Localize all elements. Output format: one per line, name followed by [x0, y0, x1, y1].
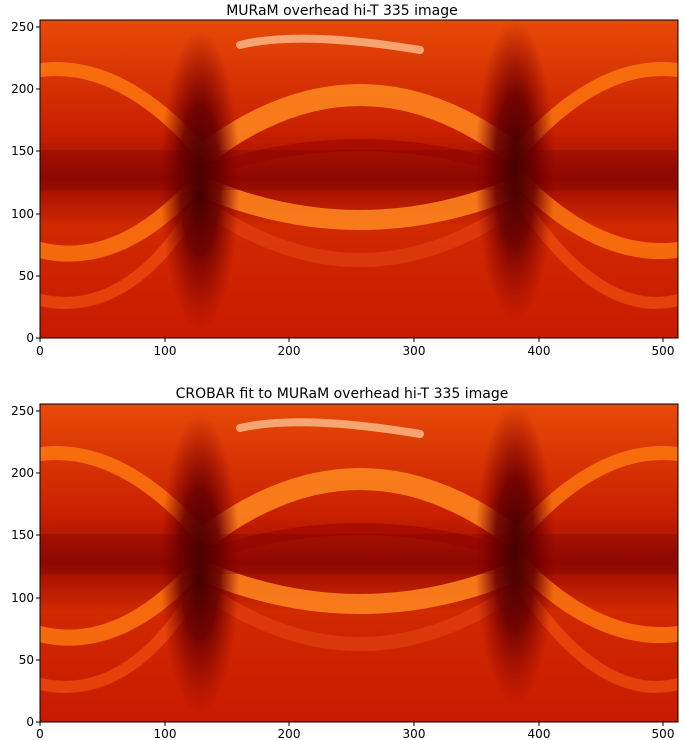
- y-tick-label: 100: [11, 591, 34, 605]
- x-tick-label: 300: [403, 727, 426, 740]
- x-tick-label: 200: [278, 344, 301, 358]
- heatmap-plot: 0 100 200 300 400 500 0 50 100 150 200 2…: [11, 19, 679, 358]
- y-tick-label: 50: [19, 269, 34, 283]
- y-tick-label: 200: [11, 82, 34, 96]
- y-tick-label: 150: [11, 144, 34, 158]
- y-tick-label: 150: [11, 528, 34, 542]
- heatmap-plot: 0 100 200 300 400 500 0 50 100 150 200 2…: [11, 403, 679, 740]
- panel-title: MURaM overhead hi-T 335 image: [226, 3, 458, 19]
- x-tick-label: 500: [652, 344, 675, 358]
- x-tick-label: 0: [36, 344, 44, 358]
- x-tick-label: 200: [278, 727, 301, 740]
- y-tick-label: 100: [11, 207, 34, 221]
- x-tick-label: 400: [528, 727, 551, 740]
- y-tick-label: 50: [19, 653, 34, 667]
- y-tick-label: 200: [11, 466, 34, 480]
- x-tick-label: 100: [154, 344, 177, 358]
- x-tick-label: 100: [154, 727, 177, 740]
- panel-top: MURaM overhead hi-T 335 image: [0, 0, 684, 360]
- panel-bottom: CROBAR fit to MURaM overhead hi-T 335 im…: [0, 380, 684, 740]
- y-tick-label: 250: [11, 20, 34, 34]
- y-tick-label: 0: [26, 715, 34, 729]
- x-tick-label: 500: [652, 727, 675, 740]
- y-tick-label: 0: [26, 331, 34, 345]
- x-tick-label: 300: [403, 344, 426, 358]
- x-tick-label: 0: [36, 727, 44, 740]
- panel-title: CROBAR fit to MURaM overhead hi-T 335 im…: [175, 386, 509, 402]
- x-tick-label: 400: [528, 344, 551, 358]
- y-tick-label: 250: [11, 404, 34, 418]
